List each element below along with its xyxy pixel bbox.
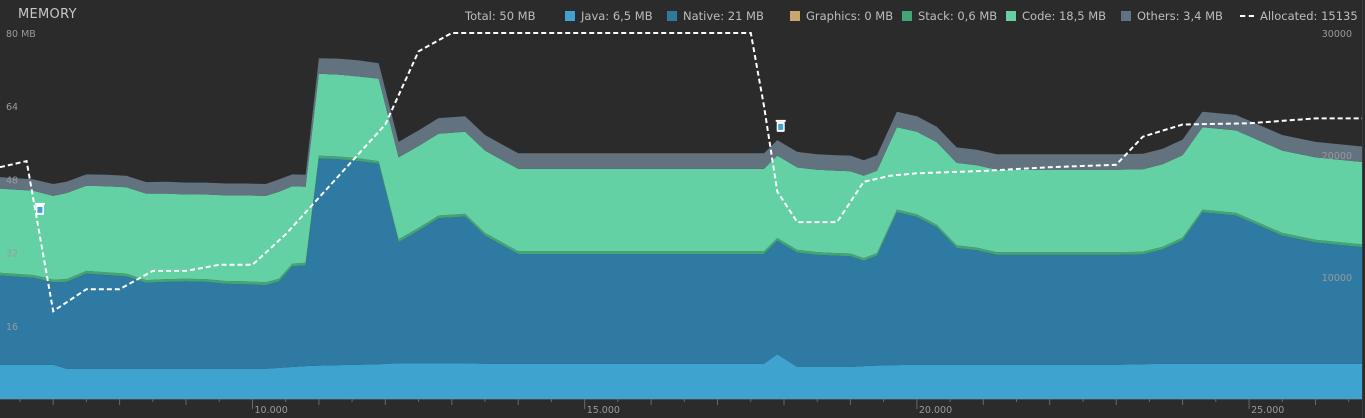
x-tick-label: 10.000 [255,405,288,416]
stacked-areas [0,58,1362,399]
y-axis-left: 80 MB 64 48 32 16 [6,29,36,333]
legend-code-label: Code: 18,5 MB [1022,9,1107,23]
legend-stack-swatch [902,11,912,21]
y-right-tick-label: 10000 [1322,273,1352,284]
area-native [0,158,1362,369]
legend-graphics[interactable]: Graphics: 0 MB [790,8,893,24]
panel-right-border [1362,0,1363,418]
legend-stack-label: Stack: 0,6 MB [918,9,998,23]
x-tick-label: 25.000 [1251,405,1284,416]
gc-trash-icon[interactable] [34,202,45,215]
legend-java-label: Java: 6,5 MB [581,9,653,23]
legend-native-label: Native: 21 MB [683,9,764,23]
legend-graphics-label: Graphics: 0 MB [806,9,894,23]
legend-others-label: Others: 3,4 MB [1137,9,1223,23]
legend-code-swatch [1006,11,1016,21]
y-right-tick-label: 20000 [1322,151,1352,162]
panel-title: MEMORY [18,7,77,22]
legend-graphics-swatch [790,11,800,21]
y-left-tick-label: 80 MB [6,29,36,40]
gc-events [34,119,786,215]
area-code [0,73,1362,283]
x-tick-label: 20.000 [919,405,952,416]
legend-java[interactable]: Java: 6,5 MB [565,8,653,24]
legend: Total: 50 MB Java: 6,5 MB Native: 21 MB … [0,8,1365,24]
gc-trash-icon[interactable] [775,119,786,132]
legend-native[interactable]: Native: 21 MB [667,8,764,24]
legend-stack[interactable]: Stack: 0,6 MB [902,8,997,24]
gc-trash-inner [778,123,784,130]
gc-trash-inner [37,206,43,213]
area-stack [0,155,1362,286]
y-left-tick-label: 16 [6,322,18,333]
gc-trash-lid [34,202,45,205]
y-axis-right: 30000 20000 10000 [1322,29,1352,284]
legend-others[interactable]: Others: 3,4 MB [1121,8,1223,24]
y-left-tick-label: 32 [6,249,18,260]
y-right-tick-label: 30000 [1322,29,1352,40]
legend-allocated-label: Allocated: 15135 [1260,9,1358,23]
legend-total: Total: 50 MB [465,8,536,24]
legend-total-label: Total: 50 MB [465,9,536,23]
x-axis-band [0,399,1362,418]
x-axis: 10.000 15.000 20.000 25.000 [0,399,1362,418]
legend-code[interactable]: Code: 18,5 MB [1006,8,1106,24]
area-java [0,354,1362,399]
y-left-tick-label: 64 [6,102,18,113]
legend-java-swatch [565,11,575,21]
legend-allocated[interactable]: Allocated: 15135 [1240,8,1358,24]
legend-native-swatch [667,11,677,21]
legend-others-swatch [1121,11,1131,21]
legend-allocated-swatch [1240,15,1254,17]
area-others [0,58,1362,196]
gc-trash-lid [775,119,786,122]
allocated-line [0,32,1362,313]
x-tick-label: 15.000 [587,405,620,416]
y-left-tick-label: 48 [6,175,18,186]
allocated-series [0,32,1362,313]
